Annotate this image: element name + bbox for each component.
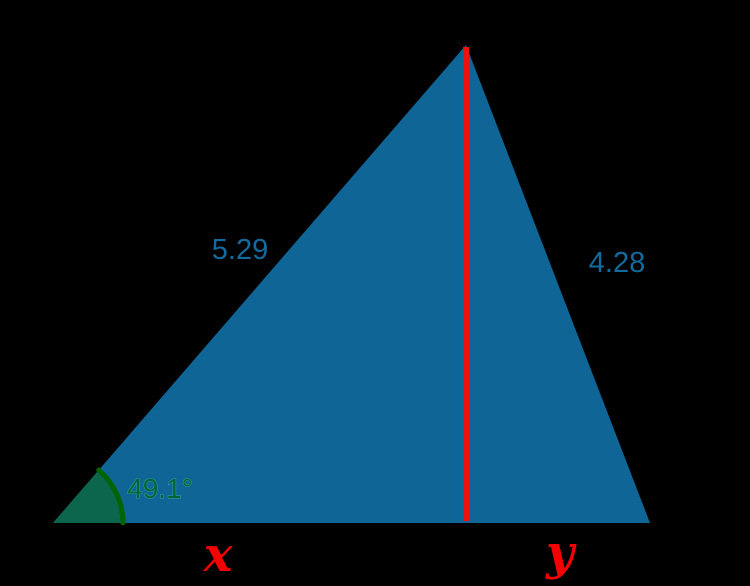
- angle-measure-label: 49.1°: [127, 473, 193, 504]
- angle-arc: [96, 467, 126, 526]
- base-segment-x-label: x: [203, 527, 234, 583]
- right-side-length-label: 4.28: [589, 247, 645, 279]
- left-side-length-label: 5.29: [212, 234, 268, 266]
- angle-sector: [53, 470, 123, 523]
- triangle-shape: [53, 45, 650, 523]
- base-segment-y-label: y: [545, 525, 577, 581]
